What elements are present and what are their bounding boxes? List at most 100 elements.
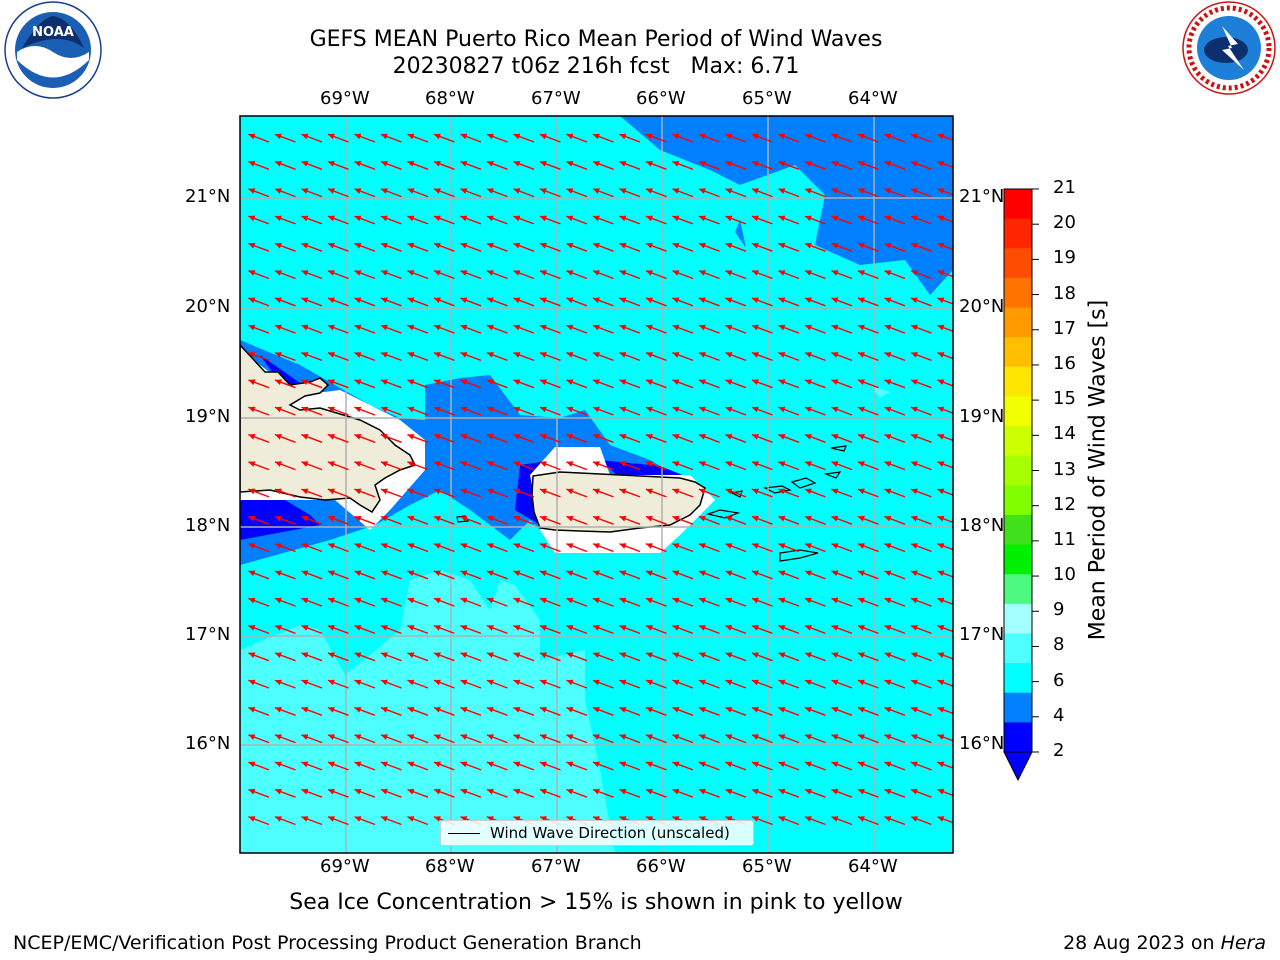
wind-wave-arrow <box>486 297 508 307</box>
wind-wave-arrow <box>937 297 953 305</box>
wind-wave-arrow <box>407 297 429 307</box>
wind-wave-arrow <box>513 679 535 689</box>
wind-wave-arrow <box>937 133 953 141</box>
island-anegada <box>830 445 847 452</box>
wind-wave-arrow <box>566 242 588 252</box>
colorbar-segment <box>1004 574 1032 605</box>
wind-wave-arrow <box>778 160 800 170</box>
wind-wave-arrow <box>751 133 773 143</box>
wind-wave-arrow <box>566 433 588 443</box>
wind-wave-arrow <box>619 597 641 607</box>
wind-wave-arrow <box>592 515 614 525</box>
legend-line-swatch <box>448 832 480 834</box>
wind-wave-arrow <box>513 488 535 498</box>
wind-wave-arrow <box>645 188 667 198</box>
wind-wave-arrow <box>645 488 667 498</box>
wind-wave-arrow <box>460 160 482 170</box>
wind-wave-arrow <box>884 379 906 389</box>
wind-wave-arrow <box>513 597 535 607</box>
wind-wave-arrow <box>486 488 508 498</box>
wind-wave-arrow <box>619 215 641 225</box>
wind-wave-arrow <box>274 352 296 362</box>
wind-wave-arrow <box>460 597 482 607</box>
wind-wave-arrow <box>327 324 349 334</box>
wind-wave-arrow <box>539 597 561 607</box>
wind-wave-arrow <box>539 461 561 471</box>
wind-wave-arrow <box>884 652 906 662</box>
wind-wave-arrow <box>327 379 349 389</box>
wind-wave-arrow <box>592 324 614 334</box>
chart-title: GEFS MEAN Puerto Rico Mean Period of Win… <box>309 27 883 52</box>
wind-wave-arrow <box>725 324 747 334</box>
wind-wave-arrow <box>248 734 270 744</box>
wind-wave-arrow <box>725 652 747 662</box>
wind-wave-arrow <box>672 461 694 471</box>
wind-wave-arrow <box>460 543 482 553</box>
wind-wave-arrow <box>778 242 800 252</box>
wind-wave-arrow <box>433 543 455 553</box>
wind-wave-arrow <box>619 570 641 580</box>
wind-wave-arrow <box>248 515 270 525</box>
wind-wave-arrow <box>592 734 614 744</box>
wind-wave-arrow <box>460 461 482 471</box>
wind-wave-arrow <box>725 597 747 607</box>
wind-wave-arrow <box>433 270 455 280</box>
wind-wave-arrow <box>407 242 429 252</box>
nws-logo <box>1182 1 1276 95</box>
wind-wave-arrow <box>884 352 906 362</box>
wind-wave-arrow <box>645 597 667 607</box>
wind-wave-arrow <box>460 352 482 362</box>
wind-wave-arrow <box>566 379 588 389</box>
wind-wave-arrow <box>672 734 694 744</box>
wind-wave-arrow <box>725 734 747 744</box>
wind-wave-arrow <box>566 706 588 716</box>
wind-wave-arrow <box>937 706 953 715</box>
wind-wave-arrow <box>619 543 641 553</box>
wind-wave-arrow <box>513 352 535 362</box>
wind-wave-arrow <box>725 706 747 716</box>
wind-wave-arrow <box>539 570 561 580</box>
wind-wave-arrow <box>380 597 402 607</box>
wind-wave-arrow <box>327 406 349 416</box>
wind-wave-arrow <box>433 242 455 252</box>
wind-wave-arrow <box>884 570 906 580</box>
wind-wave-arrow <box>698 133 720 143</box>
wind-wave-arrow <box>751 433 773 443</box>
colorbar-tick-label: 15 <box>1053 388 1076 410</box>
wind-wave-arrow <box>354 379 376 389</box>
wind-wave-arrow <box>274 215 296 225</box>
wind-wave-arrow <box>884 706 906 716</box>
wind-wave-arrow <box>460 788 482 798</box>
wind-wave-arrow <box>804 215 826 225</box>
wind-wave-arrow <box>486 625 508 635</box>
wind-wave-arrow <box>698 324 720 334</box>
wind-wave-arrow <box>380 515 402 525</box>
wind-wave-arrow <box>884 242 906 252</box>
wind-wave-arrow <box>937 734 953 742</box>
wind-wave-arrow <box>619 706 641 716</box>
wind-wave-arrow <box>751 761 773 771</box>
wind-wave-arrow <box>354 433 376 443</box>
wind-wave-arrow <box>725 515 747 525</box>
wind-wave-arrow <box>354 461 376 471</box>
wind-wave-arrow <box>301 215 323 225</box>
colorbar-segment <box>1004 248 1032 279</box>
sea-ice-note: Sea Ice Concentration > 15% is shown in … <box>289 890 903 915</box>
wind-wave-arrow <box>804 488 826 498</box>
wind-wave-arrow <box>645 788 667 798</box>
wind-wave-arrow <box>301 543 323 553</box>
wind-wave-arrow <box>698 543 720 553</box>
wind-wave-arrow <box>698 270 720 280</box>
wind-wave-arrow <box>354 133 376 143</box>
wind-wave-arrow <box>831 352 853 362</box>
wind-wave-arrow <box>592 706 614 716</box>
wind-wave-arrow <box>354 625 376 635</box>
wind-wave-arrow <box>910 788 932 798</box>
wind-wave-arrow <box>274 515 296 525</box>
wind-wave-arrow <box>486 788 508 798</box>
wind-wave-arrow <box>248 406 270 416</box>
wind-wave-arrow <box>937 461 953 469</box>
wind-wave-arrow <box>592 406 614 416</box>
wind-wave-arrow <box>884 488 906 498</box>
wind-wave-arrow <box>407 515 429 525</box>
